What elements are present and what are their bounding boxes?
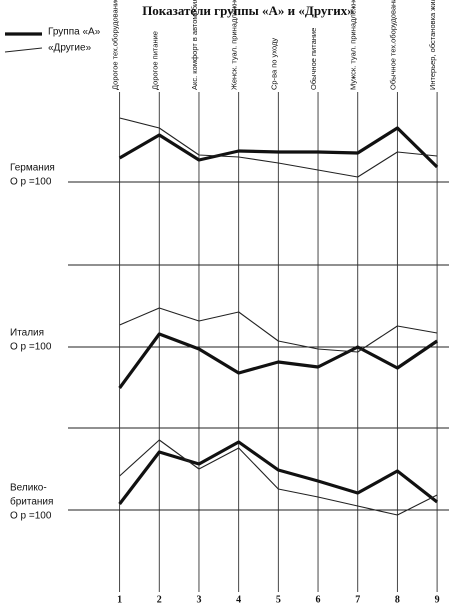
x-tick-label: 9 <box>435 594 440 605</box>
row-label: O p =100 <box>10 177 52 188</box>
column-header: Дорогое питание <box>150 31 159 90</box>
column-header: Обычное тех.оборудование <box>388 0 397 90</box>
x-tick-label: 7 <box>355 594 360 605</box>
series-line <box>118 440 439 505</box>
series-line <box>119 439 438 516</box>
series-line <box>118 126 439 169</box>
column-header: Ср-ва по уходу <box>269 38 278 90</box>
column-header: Интерьер, обстановка жилья <box>428 0 437 90</box>
x-tick-label: 3 <box>196 594 201 605</box>
legend-label: Группа «А» <box>48 27 101 38</box>
column-header: Женск. туал. принадлежности <box>230 0 239 90</box>
legend-swatch <box>4 47 43 53</box>
column-header: Акс. комфорт в автомобиле <box>190 0 199 90</box>
x-tick-label: 2 <box>157 594 162 605</box>
x-tick-label: 4 <box>236 594 241 605</box>
row-label: Италия <box>10 328 44 339</box>
legend-label: «Другие» <box>48 43 92 54</box>
x-tick-label: 1 <box>117 594 122 605</box>
column-header: Дорогое тех.оборудование <box>111 0 120 90</box>
chart-title: Показатели группы «А» и «Других» <box>142 3 354 18</box>
x-tick-label: 8 <box>395 594 400 605</box>
row-label: британия <box>10 496 53 508</box>
x-tick-label: 6 <box>316 594 321 605</box>
row-label: O p =100 <box>10 511 52 522</box>
row-label: Велико- <box>10 483 47 494</box>
column-header: Мужск. туал. принадлежности <box>349 0 358 90</box>
series-line <box>119 117 438 178</box>
row-label: Германия <box>10 163 55 174</box>
row-label: O p =100 <box>10 342 52 353</box>
x-tick-label: 5 <box>276 594 281 605</box>
series-line <box>119 307 438 353</box>
column-header: Обычное питание <box>309 28 318 90</box>
series-line <box>118 332 438 389</box>
